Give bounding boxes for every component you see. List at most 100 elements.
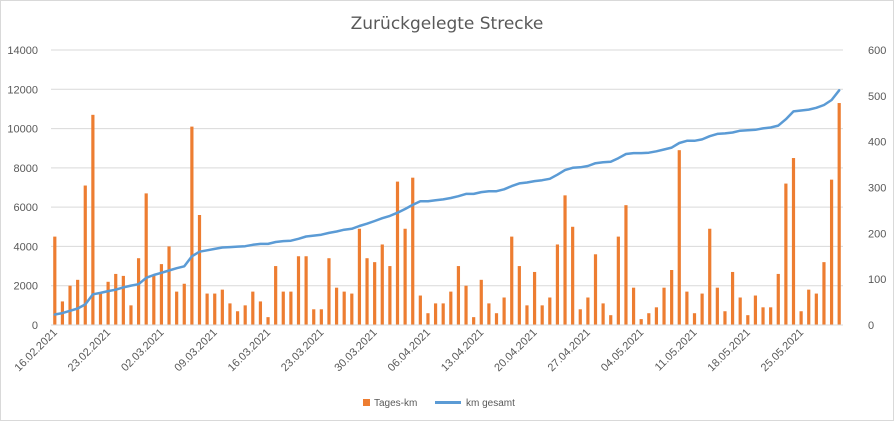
bar bbox=[563, 195, 567, 325]
x-tick-label: 06.04.2021 bbox=[386, 327, 433, 374]
y-tick-label-left: 6000 bbox=[14, 202, 38, 214]
bar bbox=[76, 279, 80, 325]
bar bbox=[182, 283, 186, 325]
line-path bbox=[53, 89, 841, 316]
bar bbox=[395, 181, 400, 325]
bar bbox=[114, 273, 118, 325]
bar bbox=[822, 262, 826, 325]
bar bbox=[548, 297, 552, 325]
x-tick-label: 27.04.2021 bbox=[546, 327, 593, 374]
bar bbox=[433, 303, 438, 325]
bar bbox=[540, 305, 544, 325]
y-tick-label-right: 500 bbox=[868, 91, 886, 103]
bar bbox=[220, 289, 224, 325]
bar bbox=[624, 205, 628, 325]
bar bbox=[205, 293, 209, 325]
x-tick-label: 13.04.2021 bbox=[439, 327, 486, 374]
bar bbox=[106, 281, 110, 325]
bar bbox=[213, 293, 217, 325]
chart-title: Zurückgelegte Strecke bbox=[351, 14, 544, 34]
bar bbox=[616, 236, 620, 325]
bar bbox=[197, 215, 202, 325]
bar bbox=[746, 315, 750, 325]
x-tick-label: 11.05.2021 bbox=[653, 327, 700, 374]
bar bbox=[456, 266, 461, 325]
y-tick-label-right: 600 bbox=[868, 45, 886, 57]
bar bbox=[175, 291, 179, 325]
bar bbox=[274, 266, 278, 325]
bar bbox=[83, 185, 87, 325]
bar bbox=[555, 244, 560, 325]
bar bbox=[380, 244, 384, 325]
x-tick-label: 25.05.2021 bbox=[759, 327, 806, 374]
legend-label-km-gesamt: km gesamt bbox=[466, 398, 515, 409]
bar bbox=[350, 293, 354, 325]
x-tick-label: 30.03.2021 bbox=[332, 327, 379, 374]
y-tick-label-left: 4000 bbox=[14, 241, 38, 253]
bar bbox=[411, 177, 415, 325]
bar bbox=[532, 271, 537, 325]
bar bbox=[502, 297, 506, 325]
bar bbox=[647, 313, 651, 325]
bar bbox=[403, 228, 407, 325]
bar bbox=[776, 273, 780, 325]
bar bbox=[791, 158, 796, 325]
y-tick-label-right: 300 bbox=[868, 183, 886, 195]
x-tick-label: 18.05.2021 bbox=[706, 327, 753, 374]
bar bbox=[807, 289, 811, 325]
bars-tages-km bbox=[53, 103, 841, 326]
x-tick-label: 09.03.2021 bbox=[172, 327, 219, 374]
bar bbox=[609, 315, 613, 325]
bar bbox=[829, 179, 834, 325]
x-tick-label: 04.05.2021 bbox=[599, 327, 646, 374]
bar bbox=[769, 307, 773, 325]
bar bbox=[365, 258, 369, 325]
bar bbox=[418, 295, 422, 325]
legend-swatch-tages-km bbox=[363, 399, 370, 406]
x-tick-label: 23.03.2021 bbox=[279, 327, 326, 374]
bar bbox=[692, 313, 697, 325]
bar bbox=[601, 303, 605, 325]
y-tick-label-left: 10000 bbox=[7, 124, 38, 136]
bar bbox=[296, 256, 301, 325]
bar bbox=[258, 301, 263, 325]
bar bbox=[464, 285, 468, 325]
x-tick-label: 23.02.2021 bbox=[66, 327, 113, 374]
bar bbox=[685, 291, 689, 325]
bar bbox=[639, 319, 643, 325]
y-tick-label-right: 100 bbox=[868, 274, 886, 286]
bar bbox=[700, 293, 704, 325]
x-tick-label: 20.04.2021 bbox=[492, 327, 539, 374]
bar bbox=[487, 303, 491, 325]
bar bbox=[761, 307, 765, 325]
bar bbox=[53, 236, 57, 325]
bar bbox=[631, 287, 636, 325]
bar bbox=[525, 305, 529, 325]
bar bbox=[814, 293, 818, 325]
bar bbox=[426, 313, 430, 325]
legend-label-tages-km: Tages-km bbox=[374, 398, 417, 409]
x-tick-label: 16.03.2021 bbox=[226, 327, 273, 374]
y-tick-label-left: 2000 bbox=[14, 281, 38, 293]
x-tick-label: 16.02.2021 bbox=[13, 327, 60, 374]
bar bbox=[388, 266, 392, 325]
bar bbox=[144, 193, 148, 325]
bar bbox=[91, 114, 95, 325]
bar bbox=[571, 226, 575, 325]
bar bbox=[479, 279, 483, 325]
bar bbox=[319, 309, 323, 325]
bar bbox=[129, 305, 133, 325]
bar bbox=[837, 103, 841, 326]
bar bbox=[167, 246, 171, 325]
y-tick-label-left: 8000 bbox=[14, 163, 38, 175]
bar bbox=[510, 236, 514, 325]
bar bbox=[289, 291, 293, 325]
bar bbox=[662, 287, 666, 325]
bar bbox=[578, 309, 582, 325]
y-axis-left: 0 2000 4000 6000 8000 10000 12000 14000 bbox=[7, 45, 38, 332]
bar bbox=[715, 287, 719, 325]
bar bbox=[593, 254, 598, 325]
bar bbox=[738, 297, 742, 325]
